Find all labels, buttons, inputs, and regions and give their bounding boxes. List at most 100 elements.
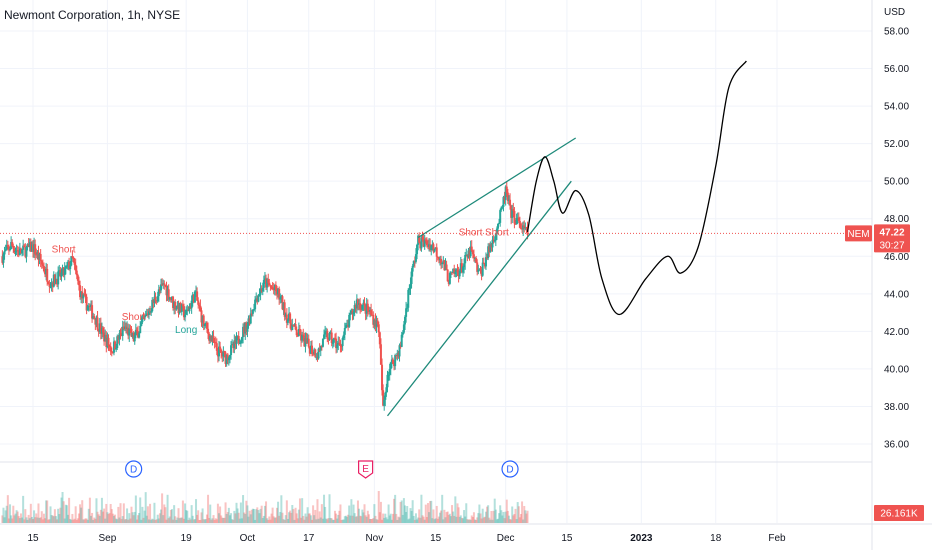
trend-channel[interactable] bbox=[386, 137, 577, 417]
volume-bar bbox=[421, 515, 424, 523]
candle-body bbox=[280, 296, 283, 298]
volume-bar bbox=[165, 519, 168, 523]
candle-body bbox=[443, 260, 446, 271]
candle-body bbox=[37, 252, 40, 260]
candle-body bbox=[69, 265, 72, 270]
volume-bar bbox=[61, 491, 64, 523]
candle-body bbox=[519, 227, 522, 229]
candle-body bbox=[290, 323, 293, 331]
volume-bar bbox=[281, 512, 284, 523]
candle-body bbox=[213, 342, 216, 344]
candle-body bbox=[355, 299, 358, 309]
candle-body bbox=[295, 329, 298, 336]
candle-body bbox=[156, 296, 159, 302]
volume-bar bbox=[212, 515, 215, 523]
volume-bar bbox=[210, 519, 213, 523]
candle-body bbox=[365, 303, 368, 314]
volume-bar bbox=[109, 504, 112, 523]
candle-body bbox=[100, 327, 103, 334]
candle-body bbox=[50, 282, 53, 287]
candle-body bbox=[142, 317, 145, 319]
volume-bar bbox=[323, 494, 326, 523]
volume-bar bbox=[327, 518, 330, 523]
volume-bar bbox=[365, 516, 368, 523]
price-axis[interactable]: 36.00 38.00 40.00 42.00 44.00 46.00 48.00 50.00… bbox=[884, 27, 909, 451]
candle-body bbox=[40, 260, 43, 265]
candle-body bbox=[440, 258, 443, 265]
volume-bar bbox=[526, 510, 529, 523]
candle-body bbox=[248, 318, 251, 324]
candle-body bbox=[255, 298, 258, 300]
candle-body bbox=[337, 342, 340, 345]
volume-bar bbox=[471, 517, 474, 523]
candle-body bbox=[472, 254, 475, 259]
volume-bar bbox=[96, 511, 99, 523]
candle-body bbox=[363, 302, 366, 305]
volume-bar bbox=[371, 519, 374, 523]
candle-body bbox=[10, 241, 13, 250]
forecast-drawing[interactable] bbox=[526, 60, 747, 316]
candle-body bbox=[266, 279, 269, 288]
candle-body bbox=[225, 354, 228, 364]
volume-bar bbox=[510, 519, 513, 523]
candle-body bbox=[18, 248, 21, 255]
volume-bar bbox=[215, 519, 218, 523]
volume-bar bbox=[166, 494, 169, 523]
volume-bar bbox=[353, 513, 356, 523]
candle-body bbox=[92, 316, 95, 319]
volume-bar bbox=[267, 519, 270, 523]
volume-bar bbox=[79, 504, 82, 523]
candle-body bbox=[238, 343, 241, 345]
dividend-marker-label: D bbox=[506, 465, 513, 476]
candle-body bbox=[6, 245, 9, 247]
candle-body bbox=[5, 245, 8, 250]
volume-bar bbox=[108, 513, 111, 523]
candle-body bbox=[71, 256, 74, 258]
candle-body bbox=[41, 264, 44, 267]
volume-bar bbox=[452, 511, 455, 523]
candle-body bbox=[30, 244, 33, 252]
candle-body bbox=[312, 353, 315, 355]
candle-body bbox=[219, 346, 222, 350]
volume-bar bbox=[37, 503, 40, 523]
candle-body bbox=[457, 272, 460, 277]
volume-bar bbox=[324, 506, 327, 523]
volume-bar bbox=[513, 513, 516, 523]
candle-body bbox=[127, 327, 130, 336]
channel-line-lower bbox=[386, 180, 572, 417]
volume-bar bbox=[401, 514, 404, 523]
volume-bar bbox=[57, 508, 60, 523]
candle-body bbox=[336, 344, 339, 349]
volume-bar bbox=[374, 515, 377, 523]
candle-body bbox=[518, 220, 521, 228]
volume-bar bbox=[122, 503, 125, 523]
candle-body bbox=[97, 329, 100, 332]
candle-body bbox=[296, 335, 299, 337]
candle-body bbox=[125, 326, 127, 329]
volume-bar bbox=[177, 508, 180, 523]
volume-bar bbox=[116, 519, 119, 523]
candle-body bbox=[515, 218, 518, 224]
candle-body bbox=[228, 355, 231, 358]
candle-body bbox=[120, 333, 123, 336]
candle-body bbox=[338, 342, 341, 344]
volume-bar bbox=[82, 519, 85, 523]
time-tick-label: Sep bbox=[99, 533, 117, 544]
volume-bar bbox=[283, 519, 286, 523]
volume-bar bbox=[224, 502, 227, 523]
time-axis[interactable]: 15 Sep 19 Oct 17 Nov 15 Dec 15 2023 18 Feb bbox=[27, 533, 786, 544]
candle-body bbox=[232, 344, 235, 349]
volume-bar bbox=[291, 505, 294, 523]
volume-bar bbox=[259, 508, 262, 523]
candle-body bbox=[525, 226, 528, 228]
candle-body bbox=[176, 305, 179, 309]
candle-body bbox=[514, 223, 517, 225]
volume-bar bbox=[63, 518, 66, 523]
volume-bar bbox=[200, 512, 203, 523]
candle-body bbox=[61, 267, 64, 273]
volume-bar bbox=[449, 516, 452, 523]
volume-bar bbox=[207, 494, 210, 523]
candle-body bbox=[4, 249, 7, 252]
